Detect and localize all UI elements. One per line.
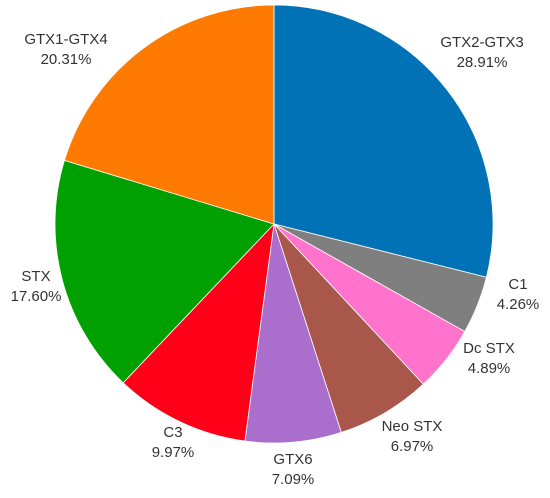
slice-percent-c1: 4.26% xyxy=(497,296,540,313)
slice-label-c3: C3 xyxy=(163,424,182,441)
pie-slice-stx xyxy=(54,159,275,384)
slice-percent-stx: 17.60% xyxy=(11,288,62,305)
slice-label-stx: STX xyxy=(21,268,50,285)
slice-label-c1: C1 xyxy=(508,276,527,293)
pie-slices xyxy=(54,4,494,444)
pie-slice-gtx2-gtx3 xyxy=(273,4,494,278)
slice-label-gtx2-gtx3: GTX2-GTX3 xyxy=(440,34,523,51)
slice-percent-c3: 9.97% xyxy=(152,444,195,461)
slice-label-gtx6: GTX6 xyxy=(273,451,312,468)
slice-percent-gtx2-gtx3: 28.91% xyxy=(457,54,508,71)
slice-percent-gtx6: 7.09% xyxy=(272,471,315,488)
pie-slice-gtx1-gtx4 xyxy=(63,4,275,225)
slice-label-neo-stx: Neo STX xyxy=(382,418,443,435)
pie-slice-c3 xyxy=(122,222,275,442)
pie-labels: GTX2-GTX3 28.91% C1 4.26% Dc STX 4.89% Neo STX… xyxy=(11,31,540,488)
slice-label-gtx1-gtx4: GTX1-GTX4 xyxy=(24,31,107,48)
slice-percent-dc-stx: 4.89% xyxy=(468,360,511,377)
slice-percent-gtx1-gtx4: 20.31% xyxy=(41,51,92,68)
slice-label-dc-stx: Dc STX xyxy=(463,340,515,357)
slice-percent-neo-stx: 6.97% xyxy=(391,438,434,455)
